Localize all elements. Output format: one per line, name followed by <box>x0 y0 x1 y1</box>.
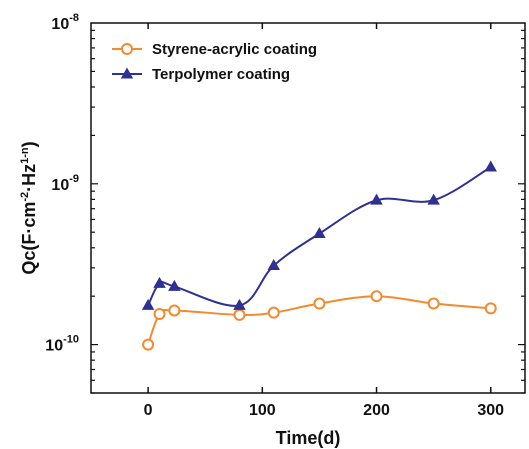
y-axis-title-main: Qc(F·cm <box>19 202 39 275</box>
y-tick-label-0: 10-10 <box>45 334 79 355</box>
y-tick-label-exp: -9 <box>69 173 79 185</box>
y-axis-title-exp1: -2 <box>19 192 31 202</box>
series-0-point-0 <box>142 338 155 351</box>
series-1-point-7 <box>427 193 440 205</box>
legend-label-styrene: Styrene-acrylic coating <box>152 41 317 58</box>
legend-marker-terpolymer <box>120 67 134 79</box>
y-axis-title-end: ) <box>19 141 39 147</box>
series-1-point-2 <box>168 279 181 291</box>
series-0-point-4 <box>267 306 280 319</box>
y-tick-label-base: 10 <box>51 16 69 33</box>
x-axis-title: Time(d) <box>276 428 341 448</box>
series-0-point-1 <box>153 307 166 320</box>
series-1-point-5 <box>313 227 326 239</box>
series-0-point-3 <box>233 308 246 321</box>
series-0-point-6 <box>370 290 383 303</box>
x-tick-label-2: 200 <box>363 402 390 419</box>
y-axis-title: Qc(F·cm-2·Hz1-n) <box>19 141 39 274</box>
series-1-point-3 <box>233 298 246 310</box>
y-tick-label-2: 10-8 <box>51 12 79 33</box>
legend-label-terpolymer: Terpolymer coating <box>152 66 290 83</box>
series-0-point-5 <box>313 297 326 310</box>
y-tick-label-base: 10 <box>51 177 69 194</box>
legend: Styrene-acrylic coating Terpolymer coati… <box>112 41 317 83</box>
series-1-point-4 <box>267 258 280 270</box>
series-1-point-0 <box>141 298 155 310</box>
series-layer <box>141 160 497 351</box>
y-axis-title-exp2: 1-n <box>19 147 31 164</box>
y-tick-label-exp: -8 <box>69 12 79 24</box>
y-tick-label-base: 10 <box>45 338 63 355</box>
series-1-point-6 <box>370 193 383 205</box>
y-tick-label-1: 10-9 <box>51 173 79 194</box>
x-tick-label-0: 0 <box>144 402 153 419</box>
y-axis-title-mid: ·Hz <box>19 164 39 192</box>
y-tick-label-exp: -10 <box>63 334 79 346</box>
series-0-point-2 <box>168 304 181 317</box>
series-0-point-8 <box>484 302 497 315</box>
series-0-point-7 <box>427 297 440 310</box>
plot-frame <box>90 22 526 394</box>
x-tick-label-3: 300 <box>477 402 504 419</box>
legend-marker-styrene <box>121 43 133 55</box>
x-tick-label-1: 100 <box>249 402 276 419</box>
series-1-point-1 <box>153 276 166 288</box>
series-1-point-8 <box>484 160 497 172</box>
